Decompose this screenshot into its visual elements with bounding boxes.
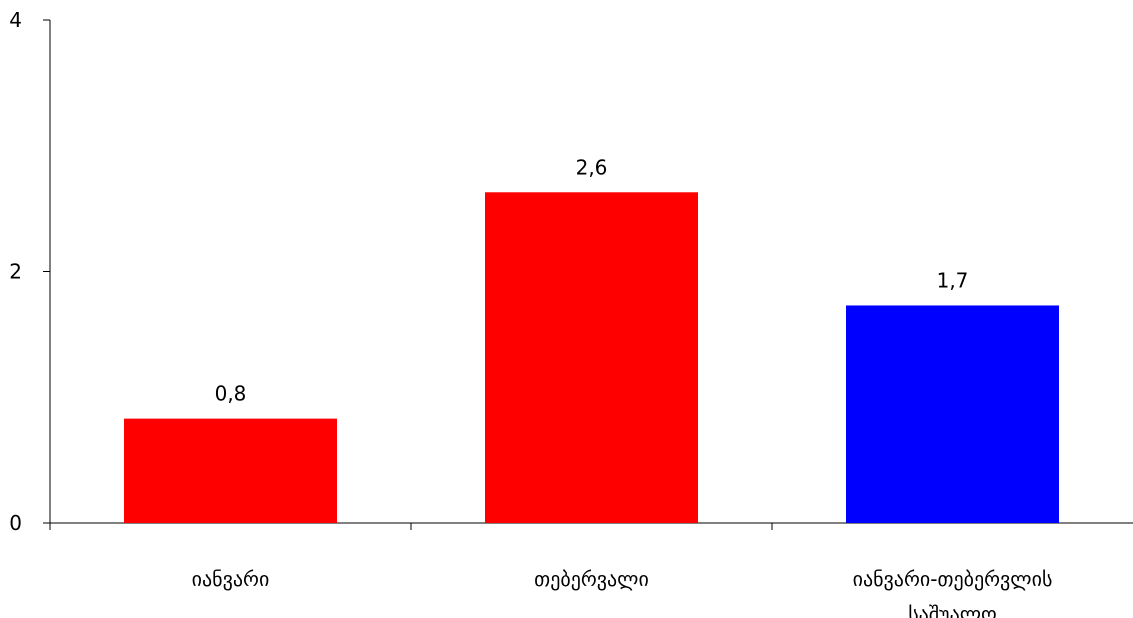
data-label: 1,7: [937, 268, 969, 292]
x-tick-label: იანვარი: [192, 567, 270, 591]
y-tick-label: 4: [9, 8, 22, 32]
y-tick-label: 0: [9, 511, 22, 535]
bar: [124, 418, 337, 523]
y-tick-label: 2: [9, 260, 22, 284]
x-tick-label: საშუალო: [908, 602, 997, 618]
x-tick-label: იანვარი-თებერვლის: [853, 567, 1053, 591]
bar: [846, 305, 1059, 523]
bar: [485, 192, 698, 523]
data-label: 0,8: [215, 382, 247, 406]
data-label: 2,6: [576, 155, 608, 179]
chart-bars: [124, 192, 1059, 523]
chart-labels: 0,8 იანვარი 2,6 თებერვალი 1,7 იანვარი-თებერვლ…: [192, 155, 1053, 618]
x-tick-label: თებერვალი: [534, 567, 649, 591]
